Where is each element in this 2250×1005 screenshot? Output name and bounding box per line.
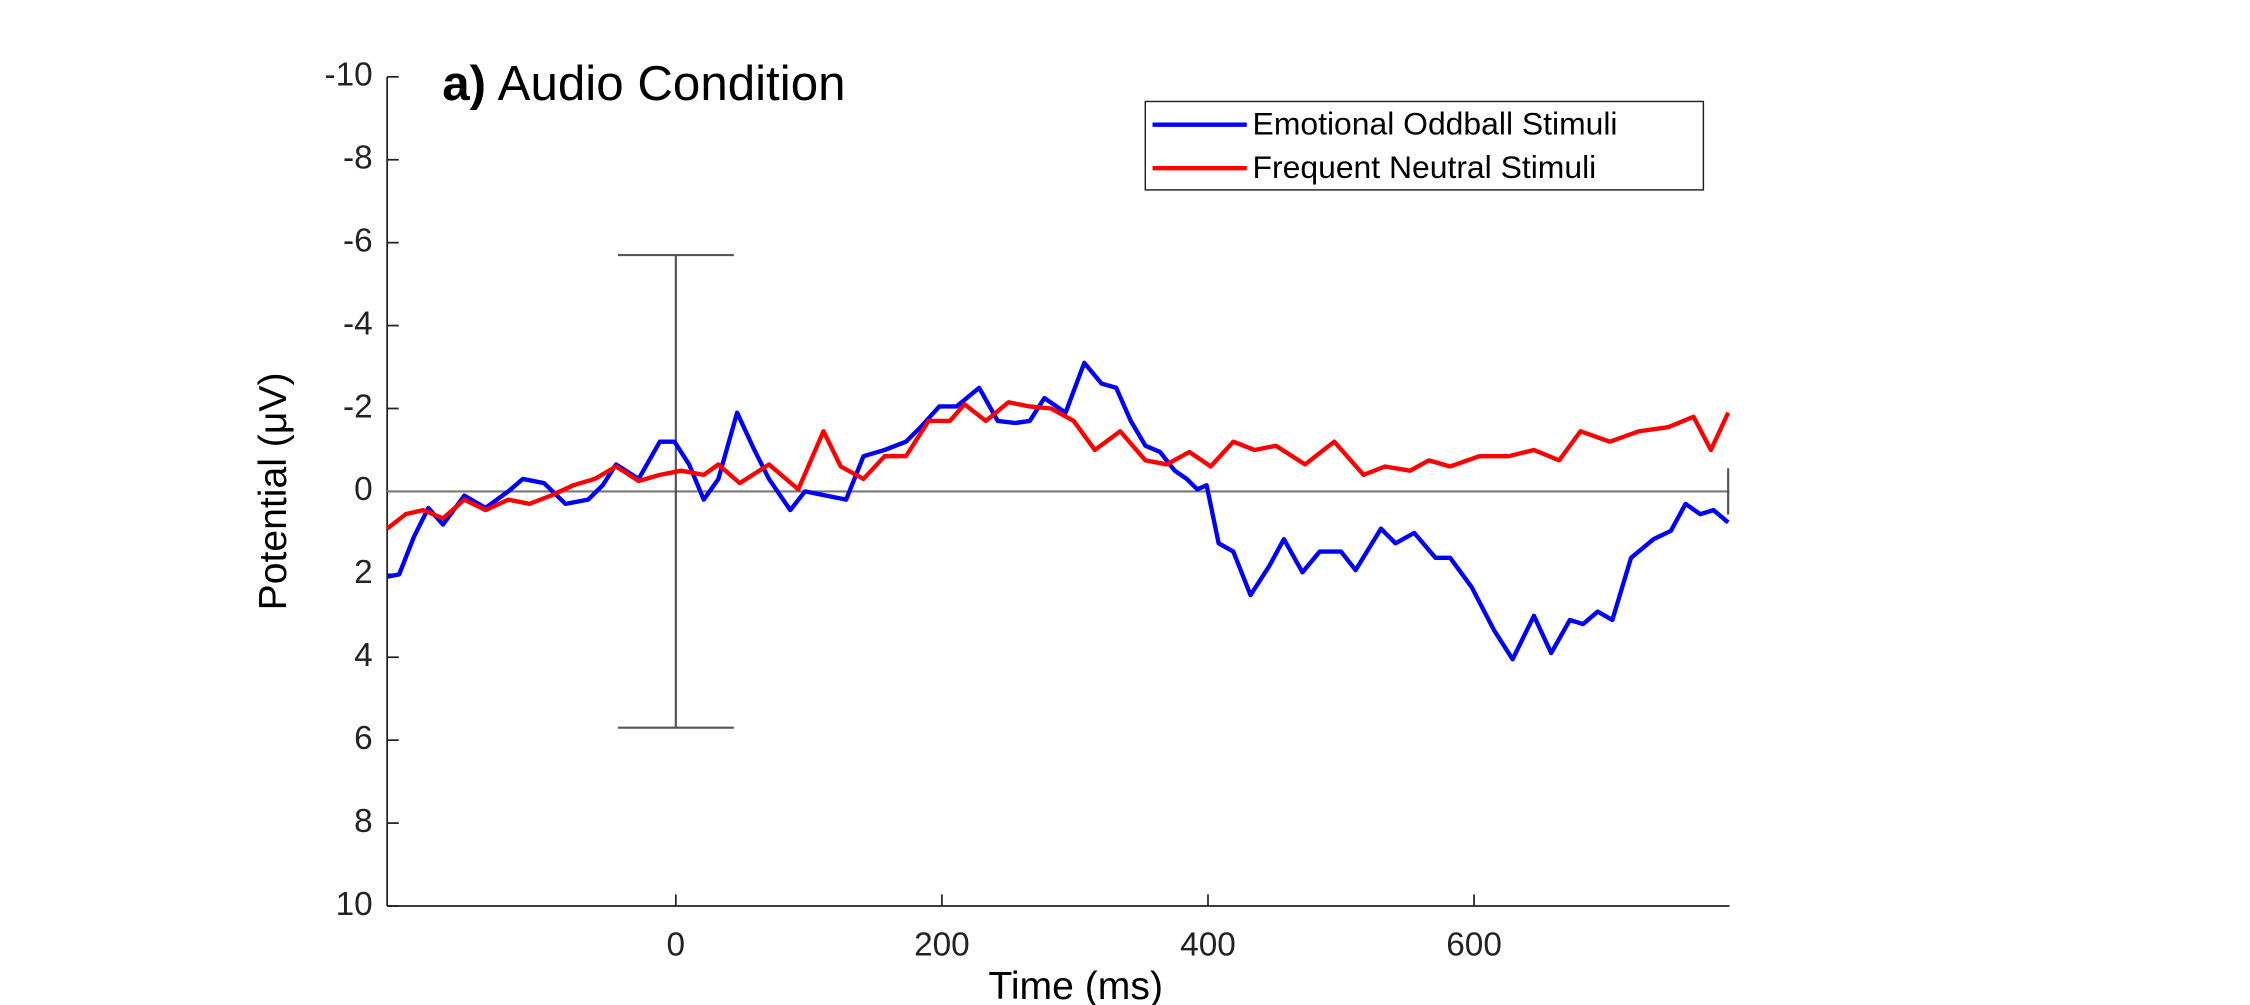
x-tick-label: 400 xyxy=(1180,926,1236,963)
series-line xyxy=(386,360,1730,662)
y-tick-label: -2 xyxy=(343,388,373,425)
y-axis-label: Potential (μV) xyxy=(252,372,295,610)
y-tick-label: -10 xyxy=(324,57,372,94)
y-tick-label: 6 xyxy=(354,720,373,757)
series-line xyxy=(385,400,1731,531)
legend-box xyxy=(1144,100,1705,191)
title-text: Audio Condition xyxy=(498,56,846,111)
y-tick-label: 0 xyxy=(354,471,373,508)
x-tick-label: 200 xyxy=(914,926,970,963)
title-label: a) xyxy=(442,56,486,111)
y-tick-label: 4 xyxy=(354,637,373,674)
chart-title: a) Audio Condition xyxy=(442,56,845,111)
y-tick-label: -6 xyxy=(343,222,373,259)
x-tick-label: 600 xyxy=(1446,926,1502,963)
legend: Emotional Oddball Stimuli Frequent Neutra… xyxy=(1144,100,1705,191)
y-tick-label: 10 xyxy=(336,886,373,923)
y-tick-label: -4 xyxy=(343,305,373,342)
x-axis-label: Time (ms) xyxy=(988,965,1163,1005)
y-tick-label: -8 xyxy=(343,140,373,177)
error-bar xyxy=(617,254,734,729)
y-tick-label: 2 xyxy=(354,554,373,591)
x-tick-label: 0 xyxy=(667,926,686,963)
y-tick-label: 8 xyxy=(354,803,373,840)
legend-label: Emotional Oddball Stimuli xyxy=(1253,106,1618,142)
legend-label: Frequent Neutral Stimuli xyxy=(1253,149,1597,185)
